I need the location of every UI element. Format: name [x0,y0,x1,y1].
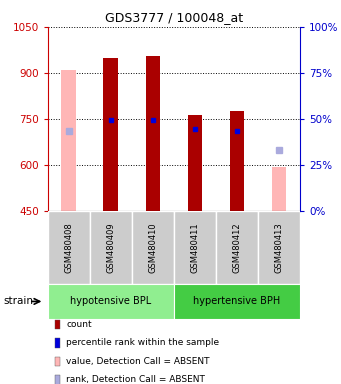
Text: GSM480408: GSM480408 [64,222,73,273]
Text: strain: strain [3,296,33,306]
Title: GDS3777 / 100048_at: GDS3777 / 100048_at [105,11,243,24]
Bar [216,211,258,284]
Text: GSM480412: GSM480412 [233,222,241,273]
Bar [103,58,118,211]
Text: GSM480409: GSM480409 [106,222,115,273]
Bar [272,167,286,211]
Text: GSM480410: GSM480410 [148,222,158,273]
Text: hypotensive BPL: hypotensive BPL [70,296,151,306]
Bar [48,211,90,284]
Bar [146,56,160,211]
Bar [174,211,216,284]
Bar [61,70,76,211]
Bar [132,211,174,284]
Bar [174,284,300,319]
Text: value, Detection Call = ABSENT: value, Detection Call = ABSENT [66,357,210,366]
Text: GSM480411: GSM480411 [190,222,199,273]
Bar [258,211,300,284]
Text: GSM480413: GSM480413 [275,222,284,273]
Bar [188,115,202,211]
Text: percentile rank within the sample: percentile rank within the sample [66,338,220,348]
Bar [229,111,244,211]
Text: rank, Detection Call = ABSENT: rank, Detection Call = ABSENT [66,375,205,384]
Bar [90,211,132,284]
Bar [48,284,174,319]
Text: hypertensive BPH: hypertensive BPH [193,296,281,306]
Text: count: count [66,320,92,329]
